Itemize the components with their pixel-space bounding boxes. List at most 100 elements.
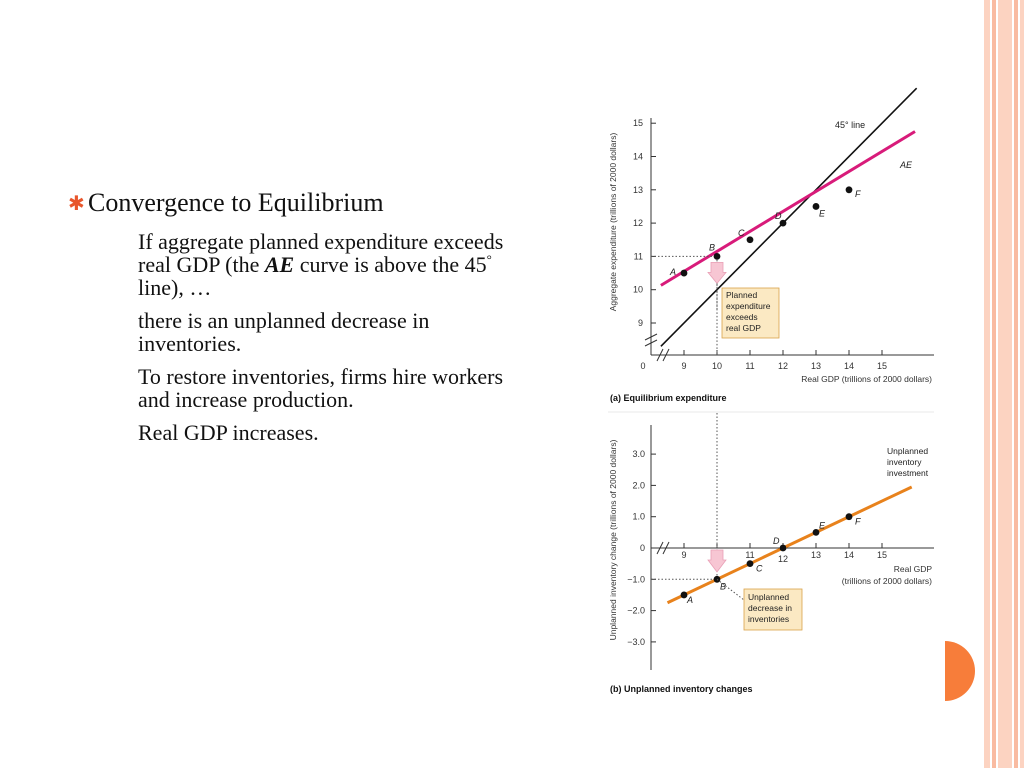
point-b <box>713 575 721 583</box>
point-c <box>746 236 754 244</box>
x-tick-label: 12 <box>778 554 788 564</box>
point-b <box>713 253 721 260</box>
heading-text: Convergence to Equilibrium <box>88 188 384 217</box>
point-label-c: C <box>756 564 763 574</box>
y-tick-label: 11 <box>634 251 643 261</box>
paragraph-1: If aggregate planned expenditure exceeds… <box>138 230 538 299</box>
decrease-arrow <box>707 549 727 573</box>
y-tick-label: 2.0 <box>632 480 645 490</box>
point-d <box>779 219 787 227</box>
y-axis-break <box>644 333 658 347</box>
paragraph-2: there is an unplanned decrease in invent… <box>138 308 430 356</box>
slide-body: ✱ Convergence to Equilibrium If aggregat… <box>68 186 538 444</box>
y-tick-label: 14 <box>633 152 643 162</box>
x-tick-label: 9 <box>681 550 686 560</box>
point-label-e: E <box>819 208 826 218</box>
ae-emphasis: AE <box>264 252 295 277</box>
point-label-a: A <box>669 267 676 277</box>
x-tick-label: 11 <box>745 361 754 371</box>
point-label-d: D <box>775 211 782 221</box>
y-axis-label: Aggregate expenditure (trillions of 2000… <box>608 133 618 312</box>
decrease-arrow <box>707 262 727 285</box>
inventory-line <box>666 485 913 605</box>
point-label-f: F <box>855 189 861 199</box>
point-d <box>779 544 787 552</box>
paragraph-4: Real GDP increases. <box>138 420 319 445</box>
degree-sign: ° <box>486 251 492 267</box>
point-a <box>680 591 688 599</box>
point-label-f: F <box>855 517 861 527</box>
point-f <box>845 513 853 521</box>
callout-text: expenditure <box>726 301 771 311</box>
x-axis-break <box>656 348 670 362</box>
y-tick-label: 9 <box>638 318 643 328</box>
y-tick-label: 3.0 <box>632 449 645 459</box>
y-tick-label: 13 <box>633 185 643 195</box>
y-tick-label: 10 <box>633 285 643 295</box>
x-tick-label: 9 <box>681 361 686 371</box>
panel-a-title: (a) Equilibrium expenditure <box>610 393 727 403</box>
y-axis-label: Unplanned inventory change (trillions of… <box>608 439 618 640</box>
y-tick-label: 15 <box>633 118 643 128</box>
y-tick-label: −2.0 <box>627 606 645 616</box>
x-tick-label: 14 <box>844 361 854 371</box>
callout-box <box>743 588 803 631</box>
x-tick-label: 0 <box>640 361 645 371</box>
point-e <box>812 528 820 536</box>
point-label-b: B <box>709 242 715 252</box>
callout-box <box>721 287 780 339</box>
asterisk-bullet-icon: ✱ <box>68 193 85 215</box>
callout-text: real GDP <box>726 323 761 333</box>
paragraph-3: To restore inventories, firms hire worke… <box>138 364 504 412</box>
y-tick-label: 1.0 <box>632 512 645 522</box>
x-tick-label: 10 <box>712 361 722 371</box>
y-tick-label: 12 <box>633 218 643 228</box>
point-label-b: B <box>720 581 726 591</box>
x-tick-label: 14 <box>844 550 854 560</box>
decorative-band <box>998 0 1012 768</box>
inventory-line-label: investment <box>887 468 929 478</box>
ae-line <box>660 130 916 287</box>
point-f <box>845 186 853 194</box>
y-tick-label: −3.0 <box>627 637 645 647</box>
point-a <box>680 269 688 277</box>
callout-text: decrease in <box>748 603 792 613</box>
x-tick-label: 13 <box>811 361 821 371</box>
paragraph-1-text-end: line), … <box>138 275 212 300</box>
point-e <box>812 203 820 210</box>
point-label-c: C <box>738 228 745 238</box>
callout-text: inventories <box>748 614 789 624</box>
callout-text: Planned <box>726 290 757 300</box>
bullet-heading: ✱ Convergence to Equilibrium <box>68 186 538 220</box>
x-tick-label: 12 <box>778 361 788 371</box>
callout-text: exceeds <box>726 312 758 322</box>
paragraph-1-text-cont: curve is above the 45 <box>294 252 487 277</box>
ae-line-label: AE <box>899 160 913 170</box>
inventory-line-label: Unplanned <box>887 446 928 456</box>
callout-connector <box>716 578 745 601</box>
line-45-label: 45° line <box>835 120 865 130</box>
point-label-d: D <box>773 536 780 546</box>
x-tick-label: 15 <box>877 361 887 371</box>
decorative-band <box>1014 0 1018 768</box>
y-tick-label: 0 <box>640 543 645 553</box>
y-tick-label: −1.0 <box>627 574 645 584</box>
x-tick-label: 11 <box>745 550 754 560</box>
decorative-band <box>984 0 990 768</box>
point-c <box>746 560 754 568</box>
x-axis-label-line2: (trillions of 2000 dollars) <box>842 576 932 586</box>
point-label-a: A <box>686 595 693 605</box>
x-tick-label: 13 <box>811 550 821 560</box>
paragraph-1-text: If aggregate planned expenditure exceeds… <box>138 229 504 277</box>
x-axis-label: Real GDP (trillions of 2000 dollars) <box>801 374 932 384</box>
inventory-line-label: inventory <box>887 457 922 467</box>
decorative-band <box>992 0 996 768</box>
callout-text: Unplanned <box>748 592 789 602</box>
decorative-circle <box>945 641 975 701</box>
x-axis-label-line1: Real GDP <box>894 564 933 574</box>
x-tick-label: 15 <box>877 550 887 560</box>
panel-b-title: (b) Unplanned inventory changes <box>610 684 753 694</box>
line-45-degree <box>660 87 918 347</box>
